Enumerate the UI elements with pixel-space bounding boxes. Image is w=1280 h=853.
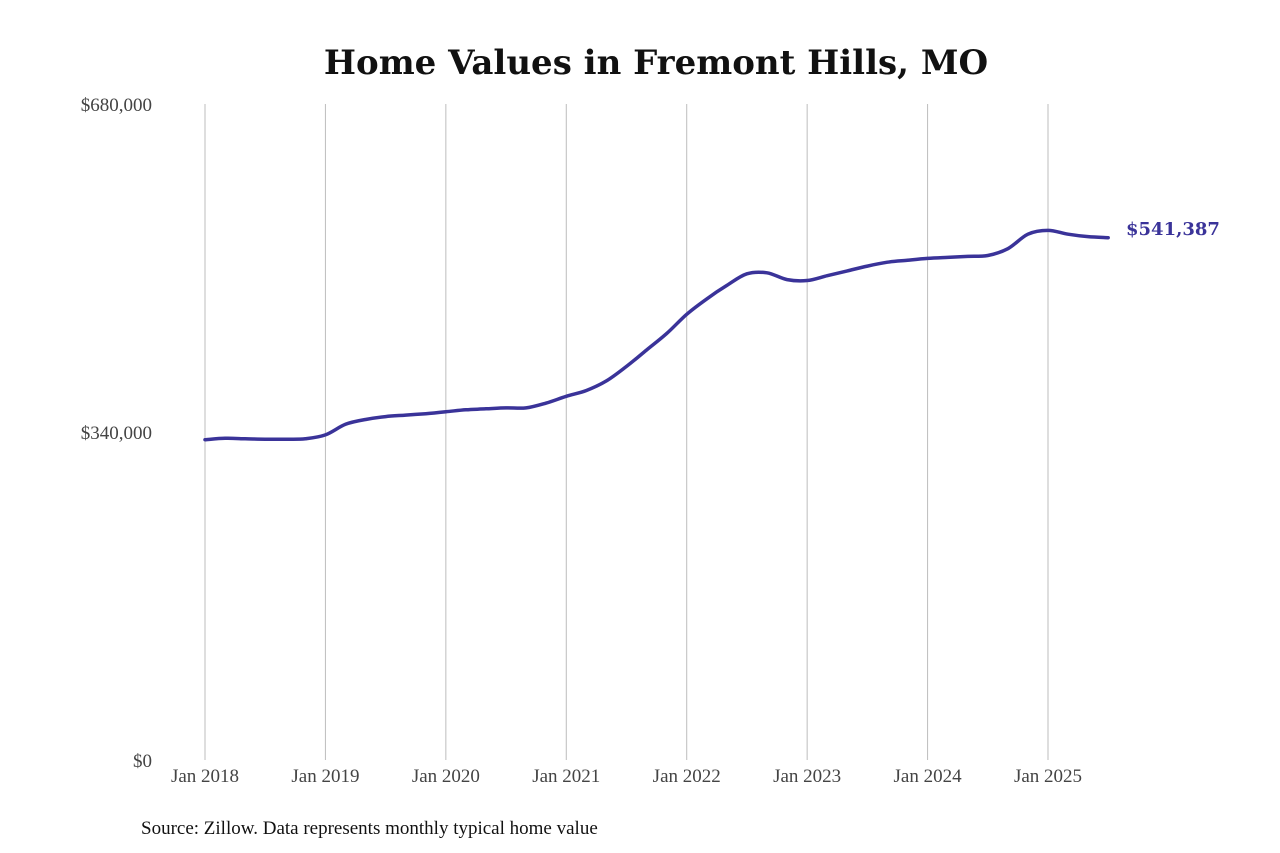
x-tick-label: Jan 2023 [773,766,841,787]
y-axis-ticks: $0 $340,000 $680,000 [81,95,152,772]
y-tick-label: $340,000 [81,423,152,444]
gridlines [204,104,1049,760]
x-tick-label: Jan 2020 [412,766,480,787]
x-tick-label: Jan 2025 [1014,766,1082,787]
y-tick-label: $680,000 [81,95,152,116]
chart-title: Home Values in Fremont Hills, MO [324,43,988,83]
y-tick-label: $0 [133,751,152,772]
x-tick-label: Jan 2022 [653,766,721,787]
home-value-line [203,228,1110,442]
x-tick-label: Jan 2024 [894,766,963,787]
x-tick-label: Jan 2018 [171,766,239,787]
end-value-label: $541,387 [1126,219,1220,240]
x-axis-ticks: Jan 2018 Jan 2019 Jan 2020 Jan 2021 Jan 2022… [171,766,1082,787]
source-note: Source: Zillow. Data represents monthly … [141,818,598,839]
x-tick-label: Jan 2021 [532,766,600,787]
x-tick-label: Jan 2019 [291,766,359,787]
